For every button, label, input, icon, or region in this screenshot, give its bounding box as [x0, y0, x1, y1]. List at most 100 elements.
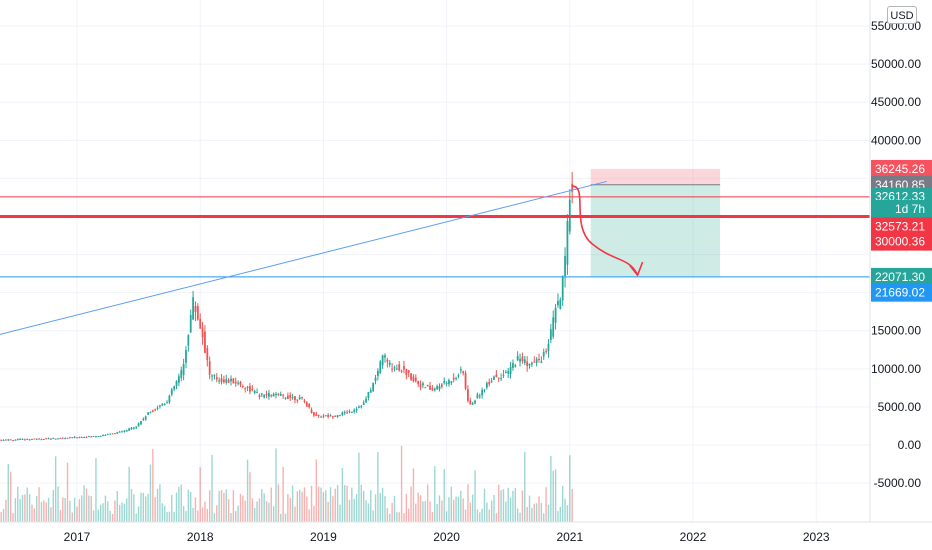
drawn-arrow[interactable]	[572, 185, 639, 276]
candle-body	[313, 412, 315, 416]
volume-bar	[282, 466, 284, 522]
volume-bar	[130, 488, 133, 522]
candle-body	[142, 418, 145, 421]
candle-body	[379, 361, 382, 374]
volume-bar	[429, 501, 431, 522]
candle-body	[232, 378, 235, 384]
candle-body	[251, 388, 254, 390]
volume-bar	[175, 492, 178, 522]
volume-bar	[180, 484, 182, 522]
volume-bar	[289, 497, 291, 522]
candle-body	[372, 382, 375, 392]
volume-bar	[507, 487, 509, 522]
drawn-arrow-head[interactable]	[628, 261, 644, 277]
candle-body	[471, 403, 474, 405]
volume-bar	[325, 490, 327, 522]
volume-bar	[351, 487, 353, 522]
volume-bar	[173, 512, 175, 522]
candle-body	[381, 355, 384, 366]
volume-bar	[434, 466, 436, 522]
candle-body	[561, 276, 564, 301]
candle-body	[189, 315, 192, 333]
candle-body	[225, 379, 228, 383]
volume-bar	[133, 494, 135, 522]
volume-bar	[140, 492, 142, 522]
candle-body	[514, 365, 517, 367]
volume-bar	[377, 451, 379, 522]
candle-body	[533, 361, 536, 363]
stop-zone[interactable]	[590, 168, 721, 185]
volume-bar	[40, 501, 43, 522]
volume-bar	[469, 502, 471, 522]
volume-bar	[545, 487, 547, 522]
volume-bar	[438, 495, 441, 522]
candle-body	[282, 394, 285, 396]
volume-bar	[569, 455, 571, 522]
candle-body	[275, 393, 277, 396]
volume-bar	[384, 496, 386, 522]
candle-body	[419, 384, 422, 388]
volume-bar	[78, 499, 81, 522]
volume-bar	[448, 497, 450, 522]
candle-body	[76, 437, 78, 439]
volume-bar	[168, 511, 171, 522]
currency-button[interactable]: USD	[887, 6, 917, 24]
volume-bar	[36, 496, 38, 522]
candle-body	[239, 381, 242, 385]
volume-bar	[33, 508, 36, 522]
volume-bar	[249, 472, 251, 522]
volume-bar	[206, 508, 209, 522]
price-axis-panel[interactable]	[870, 0, 932, 522]
candle-body	[495, 374, 498, 378]
candle-body	[0, 439, 3, 441]
candle-body	[324, 415, 327, 417]
volume-bar	[294, 506, 296, 522]
candle-body	[507, 371, 510, 374]
volume-bar	[197, 510, 199, 522]
drawings[interactable]	[0, 180, 644, 346]
candle-body	[429, 385, 431, 390]
volume-bar	[424, 501, 426, 522]
candle-body	[391, 368, 394, 370]
candle-body	[334, 415, 337, 417]
volume-bar	[97, 509, 100, 522]
volume-bar	[185, 511, 187, 522]
candle-body	[384, 355, 386, 358]
volume-bar	[327, 501, 329, 522]
volume-bar	[145, 496, 147, 522]
candle-body	[249, 386, 251, 392]
volume-bar	[313, 505, 315, 522]
volume-bar	[355, 494, 358, 522]
candle-body	[294, 396, 296, 401]
target-zone[interactable]	[590, 184, 721, 277]
volume-bar	[2, 509, 5, 522]
candle-body	[286, 395, 289, 399]
candle-body	[144, 416, 147, 420]
candle-body	[35, 438, 38, 440]
volume-bar	[516, 508, 519, 522]
volume-bar	[256, 501, 258, 522]
volume-bar	[291, 485, 294, 522]
candle-body	[455, 377, 457, 379]
time-axis-panel[interactable]	[0, 522, 932, 550]
volume-bar	[114, 500, 116, 522]
volume-bar	[474, 470, 476, 522]
candles	[0, 171, 574, 442]
candle-body	[478, 395, 481, 397]
volume-bar	[317, 486, 320, 522]
candle-body	[156, 407, 159, 409]
candle-body	[45, 438, 48, 440]
candle-body	[320, 416, 322, 418]
short-position-tool[interactable]	[590, 168, 721, 277]
trend-line[interactable]	[0, 180, 607, 346]
volume-bar	[306, 496, 308, 522]
candle-body	[443, 380, 446, 384]
volume-bar	[320, 487, 322, 522]
volume-bar	[344, 484, 346, 522]
horizontal-lines[interactable]	[0, 196, 870, 278]
candle-body	[175, 381, 178, 386]
candle-body	[327, 414, 330, 417]
candle-body	[177, 376, 180, 383]
candle-body	[497, 377, 500, 379]
